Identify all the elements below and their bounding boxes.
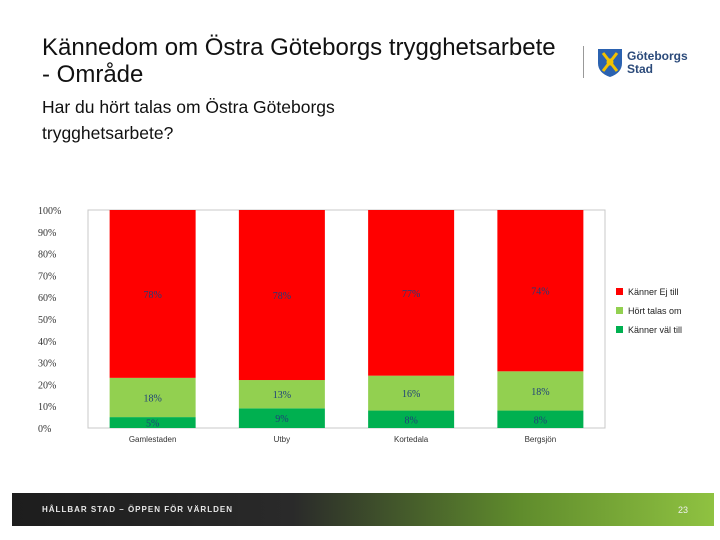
goteborgs-stad-logo: Göteborgs Stad [583,44,703,84]
bar-segment [368,410,455,428]
bar-segment [238,380,325,409]
data-label: 9% [275,414,288,425]
x-tick-label: Utby [274,435,290,444]
logo-text-line1: Göteborgs [627,49,688,63]
slide-subtitle: Har du hört talas om Östra Göteborgs try… [42,97,335,143]
bar-segment [368,375,455,411]
legend-label: Känner väl till [628,324,683,335]
chart-legend: Känner Ej till Hört talas om Känner väl ti… [616,282,716,339]
x-tick-label: Kortedala [394,435,429,444]
bar-segment [497,410,584,428]
bar-segment [109,210,196,378]
y-tick-label: 100% [38,206,61,217]
legend-label: Känner Ej till [628,286,679,297]
legend-swatch [616,307,623,314]
data-label: 18% [531,387,549,398]
data-label: 77% [402,289,420,300]
data-label: 8% [404,415,417,426]
y-tick-label: 0% [38,424,51,435]
y-tick-label: 70% [38,271,56,282]
legend-label: Hört talas om [628,305,682,316]
data-label: 74% [531,287,549,298]
x-tick-label: Gamlestaden [129,435,177,444]
data-label: 78% [143,290,161,301]
page-number: 23 [678,505,689,515]
bar-segment [497,371,584,411]
bar-segment [238,210,325,381]
y-tick-label: 90% [38,228,56,239]
legend-item: Känner Ej till [616,282,716,301]
legend-swatch [616,326,623,333]
y-tick-label: 50% [38,315,56,326]
chart-canvas: 0% 10% 20% 30% 40% 50% 60% 70% 80% 90% 100% 5% 18% 78… [38,206,606,444]
logo-divider [583,46,584,78]
data-label: 5% [146,419,159,430]
legend-swatch [616,288,623,295]
x-tick-label: Bergsjön [525,435,557,444]
y-tick-label: 10% [38,402,56,413]
y-tick-label: 80% [38,250,56,261]
y-tick-label: 20% [38,380,56,391]
data-label: 13% [273,390,291,401]
data-label: 18% [143,393,161,404]
footer-slogan: HÅLLBAR STAD – ÖPPEN FÖR VÄRLDEN [42,505,233,514]
data-label: 16% [402,389,420,400]
crest-icon [598,49,622,77]
y-tick-label: 40% [38,337,56,348]
bar-segment [109,377,196,418]
legend-item: Hört talas om [616,301,716,320]
legend-item: Känner väl till [616,320,716,339]
bar-segment [368,210,455,376]
bar-segment [238,408,325,428]
data-label: 78% [273,291,291,302]
logo-text-line2: Stad [627,62,654,76]
stacked-bar-chart: 0% 10% 20% 30% 40% 50% 60% 70% 80% 90% 100% 5% 18% 78… [30,200,720,460]
bar-segment [497,210,584,372]
bar-segment [109,417,196,428]
slide-title: Kännedom om Östra Göteborgs trygghetsarb… [42,34,556,88]
y-tick-label: 30% [38,359,56,370]
data-label: 8% [534,415,547,426]
footer-bar: HÅLLBAR STAD – ÖPPEN FÖR VÄRLDEN 23 [12,493,714,526]
plot-frame [87,209,606,429]
y-tick-label: 60% [38,293,56,304]
